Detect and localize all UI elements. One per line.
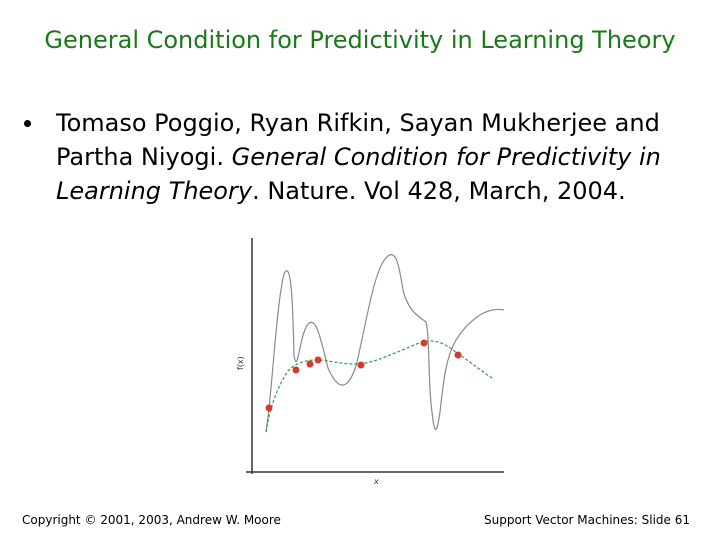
citation-venue: . Nature. Vol 428, March, 2004. — [252, 177, 626, 205]
citation-paper-title: General Condition for Predictivity in Le… — [56, 143, 661, 205]
data-point — [306, 360, 314, 368]
data-point — [292, 366, 300, 374]
citation-authors: Tomaso Poggio, Ryan Rifkin, Sayan Mukher… — [56, 109, 660, 171]
footer-slide-label: Support Vector Machines: Slide 61 — [483, 513, 690, 527]
data-point — [454, 351, 462, 359]
data-point — [314, 356, 322, 364]
data-point — [420, 339, 428, 347]
overfit-curve — [265, 253, 505, 433]
citation-text: Tomaso Poggio, Ryan Rifkin, Sayan Mukher… — [56, 106, 696, 208]
footer-copyright: Copyright © 2001, 2003, Andrew W. Moore — [22, 513, 281, 527]
slide-title: General Condition for Predictivity in Le… — [44, 26, 676, 54]
x-axis-label: x — [373, 477, 379, 486]
y-axis-label: f(x) — [236, 356, 245, 370]
overfitting-figure: f(x) x — [228, 236, 510, 490]
data-point — [357, 361, 365, 369]
data-point — [265, 404, 273, 412]
bullet-dot — [24, 120, 31, 127]
figure-svg: f(x) x — [236, 238, 505, 486]
